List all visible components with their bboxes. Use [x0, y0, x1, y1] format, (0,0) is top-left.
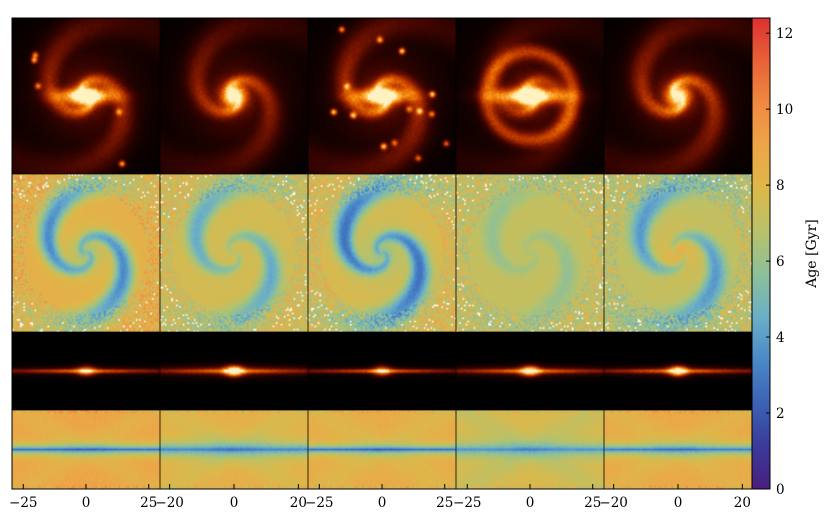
- colorbar-tick-label: 6: [776, 254, 785, 270]
- face-on-age-panel: [160, 174, 308, 332]
- edge-on-age-panel: [308, 410, 456, 489]
- colorbar-tick-label: 12: [776, 26, 793, 42]
- x-tick-label: 25: [436, 495, 453, 511]
- colorbar-gradient: [751, 17, 771, 490]
- edge-on-age-panel: [12, 410, 160, 489]
- colorbar-tick-label: 4: [776, 330, 785, 346]
- edge-on-age-panel: [456, 410, 604, 489]
- edge-on-age-panel: [160, 410, 308, 489]
- edge-on-brightness-panel: [160, 332, 308, 410]
- face-on-brightness-panel: [160, 18, 308, 174]
- x-axis-ticks: −25 0 25−20 0 20−25 0 25 −25 0 25−20 0 20: [9, 484, 751, 511]
- face-on-age-panel: [456, 174, 604, 332]
- edge-on-age-panel: [604, 410, 752, 489]
- face-on-brightness-panel: [12, 18, 160, 174]
- x-tick-label: 20: [290, 495, 307, 511]
- face-on-age-panel: [12, 174, 160, 332]
- x-tick-label: 25: [140, 495, 157, 511]
- face-on-brightness-panel: [604, 18, 752, 174]
- x-tick-label: 25: [584, 495, 601, 511]
- edge-on-brightness-panel: [456, 332, 604, 410]
- colorbar-tick-label: 10: [776, 102, 793, 118]
- x-tick-label: 0: [230, 495, 239, 511]
- face-on-brightness-panel: [308, 18, 456, 174]
- x-tick-label: 20: [734, 495, 751, 511]
- face-on-age-panel: [604, 174, 752, 332]
- colorbar: 0 2 4 6 8 10 12 Age [Gyr]: [751, 17, 820, 498]
- x-tick-label: −25: [453, 495, 482, 511]
- x-tick-label: 0: [526, 495, 535, 511]
- x-tick-label: −20: [155, 495, 184, 511]
- colorbar-label: Age [Gyr]: [804, 219, 820, 289]
- x-tick-label: 0: [82, 495, 91, 511]
- colorbar-tick-label: 8: [776, 178, 785, 194]
- panel-grid: [11, 17, 753, 490]
- x-tick-label: −25: [9, 495, 38, 511]
- edge-on-brightness-panel: [604, 332, 752, 410]
- edge-on-brightness-panel: [12, 332, 160, 410]
- colorbar-tick-label: 2: [776, 406, 785, 422]
- face-on-brightness-panel: [456, 18, 604, 174]
- x-tick-label: 0: [674, 495, 683, 511]
- colorbar-tick-label: 0: [776, 482, 785, 498]
- x-tick-label: −25: [305, 495, 334, 511]
- x-tick-label: −20: [599, 495, 628, 511]
- face-on-age-panel: [308, 174, 456, 332]
- edge-on-brightness-panel: [308, 332, 456, 410]
- x-tick-label: 0: [378, 495, 387, 511]
